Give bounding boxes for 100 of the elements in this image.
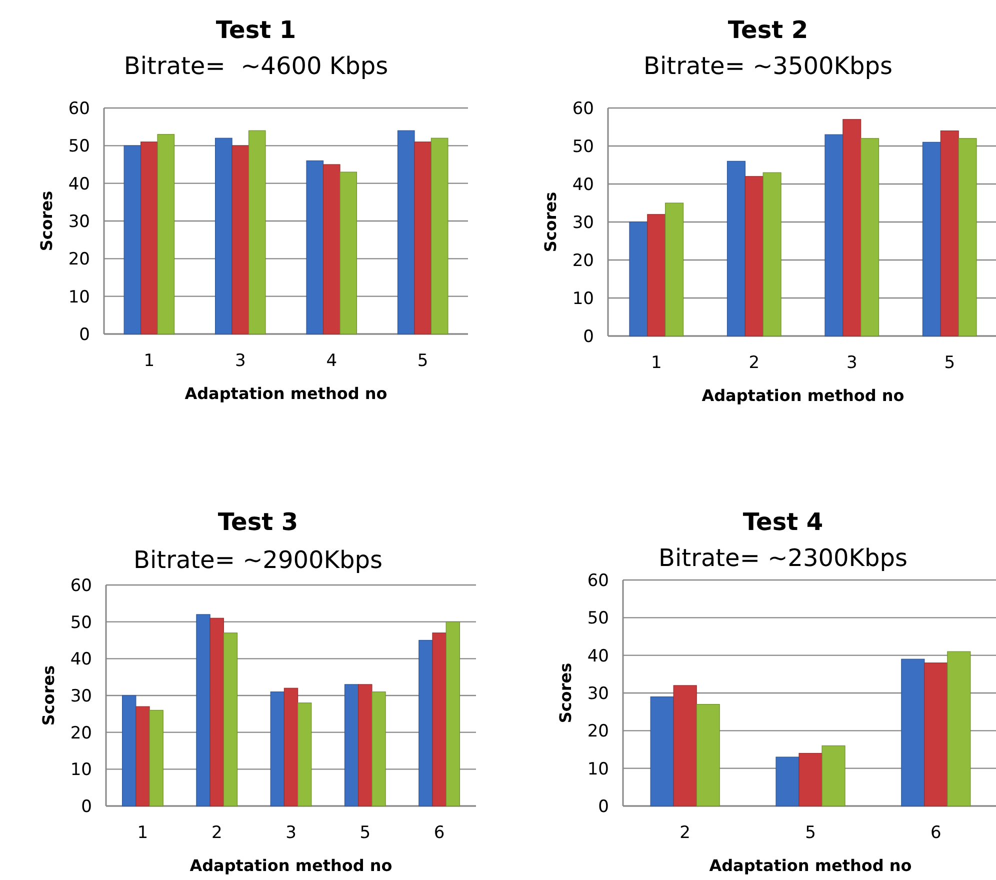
x-tick-label: 1 xyxy=(650,353,662,373)
y-tick-label: 40 xyxy=(587,646,609,666)
chart-subtitle: Bitrate= ~2900Kbps xyxy=(134,546,382,574)
y-tick-label: 30 xyxy=(587,684,609,704)
bar xyxy=(149,710,164,806)
bar xyxy=(958,138,977,336)
y-tick-label: 0 xyxy=(79,324,90,345)
bar xyxy=(776,756,800,806)
y-tick-label: 0 xyxy=(598,796,609,817)
y-tick-label: 10 xyxy=(68,287,90,308)
bar xyxy=(824,134,844,336)
bar xyxy=(650,696,674,806)
bar xyxy=(124,145,142,334)
bar xyxy=(673,685,697,806)
bar xyxy=(414,142,432,334)
chart-title: Test 3 xyxy=(218,508,298,536)
bar xyxy=(430,138,448,334)
y-tick-label: 40 xyxy=(572,174,594,195)
bar xyxy=(322,164,340,334)
bar xyxy=(372,692,386,806)
x-tick-label: 3 xyxy=(234,351,246,371)
bar xyxy=(248,130,266,334)
bar xyxy=(215,138,232,334)
bar xyxy=(210,618,224,806)
chart-subtitle: Bitrate= ~3500Kbps xyxy=(644,52,892,80)
bar xyxy=(340,172,357,334)
x-axis-title: Adaptation method no xyxy=(190,856,392,875)
y-tick-label: 20 xyxy=(68,250,90,270)
bar xyxy=(136,706,150,806)
y-tick-label: 20 xyxy=(572,250,594,271)
x-tick-label: 5 xyxy=(944,353,956,373)
x-tick-label: 2 xyxy=(748,353,760,373)
y-tick-label: 0 xyxy=(583,326,594,347)
bar xyxy=(122,695,136,806)
x-tick-label: 5 xyxy=(417,351,428,371)
y-tick-label: 60 xyxy=(587,570,609,591)
y-tick-label: 60 xyxy=(572,98,594,119)
x-tick-label: 3 xyxy=(846,353,858,373)
x-tick-label: 2 xyxy=(211,823,222,843)
bar xyxy=(744,176,764,336)
y-tick-label: 20 xyxy=(70,723,92,744)
bar xyxy=(665,202,684,336)
bar xyxy=(157,134,175,334)
y-tick-label: 50 xyxy=(70,612,92,633)
bar xyxy=(947,651,971,806)
chart-title: Test 4 xyxy=(742,508,824,536)
y-tick-label: 20 xyxy=(587,722,609,742)
bar xyxy=(922,142,941,336)
y-axis-title: Scores xyxy=(541,192,560,252)
bar xyxy=(647,214,666,336)
bar xyxy=(924,662,948,806)
bar xyxy=(418,640,433,806)
bar xyxy=(297,702,312,806)
bar xyxy=(223,632,238,806)
x-axis-title: Adaptation method no xyxy=(184,384,388,403)
y-tick-label: 40 xyxy=(68,174,90,194)
bar xyxy=(344,684,359,806)
x-tick-label: 3 xyxy=(286,823,296,843)
x-axis-title: Adaptation method no xyxy=(702,386,904,405)
chart-title: Test 2 xyxy=(728,16,808,44)
bar xyxy=(432,632,446,806)
x-tick-label: 6 xyxy=(930,823,942,843)
bar xyxy=(140,142,158,334)
y-tick-label: 50 xyxy=(572,136,594,157)
y-tick-label: 40 xyxy=(70,650,92,670)
y-axis-title: Scores xyxy=(556,662,575,724)
y-tick-label: 0 xyxy=(81,796,92,817)
bar xyxy=(696,704,720,806)
bar xyxy=(860,138,880,336)
x-tick-label: 5 xyxy=(360,823,371,843)
y-tick-label: 10 xyxy=(572,288,594,309)
x-tick-label: 1 xyxy=(137,823,148,843)
bar xyxy=(232,145,250,334)
bar xyxy=(901,658,925,806)
x-tick-label: 2 xyxy=(680,823,690,843)
bar xyxy=(270,692,285,806)
bar xyxy=(940,130,959,336)
y-tick-label: 60 xyxy=(70,576,92,596)
bar xyxy=(446,622,460,806)
bar xyxy=(629,222,648,336)
y-tick-label: 50 xyxy=(587,608,609,629)
y-axis-title: Scores xyxy=(39,665,58,726)
x-axis-title: Adaptation method no xyxy=(709,856,912,875)
bar xyxy=(798,752,822,806)
chart-subtitle: Bitrate= ~4600 Kbps xyxy=(124,52,388,80)
y-tick-label: 30 xyxy=(70,686,92,706)
bar xyxy=(284,688,298,806)
chart-title: Test 1 xyxy=(216,16,296,44)
y-tick-label: 10 xyxy=(70,760,92,780)
bar xyxy=(842,119,862,336)
chart-subtitle: Bitrate= ~2300Kbps xyxy=(658,544,908,572)
y-tick-label: 30 xyxy=(68,212,90,232)
bar xyxy=(196,614,210,806)
y-tick-label: 30 xyxy=(572,212,594,233)
bar xyxy=(397,130,415,334)
bar xyxy=(358,684,372,806)
x-tick-label: 4 xyxy=(326,351,338,371)
y-tick-label: 50 xyxy=(68,136,90,157)
bar xyxy=(822,745,846,806)
x-tick-label: 5 xyxy=(805,823,816,843)
